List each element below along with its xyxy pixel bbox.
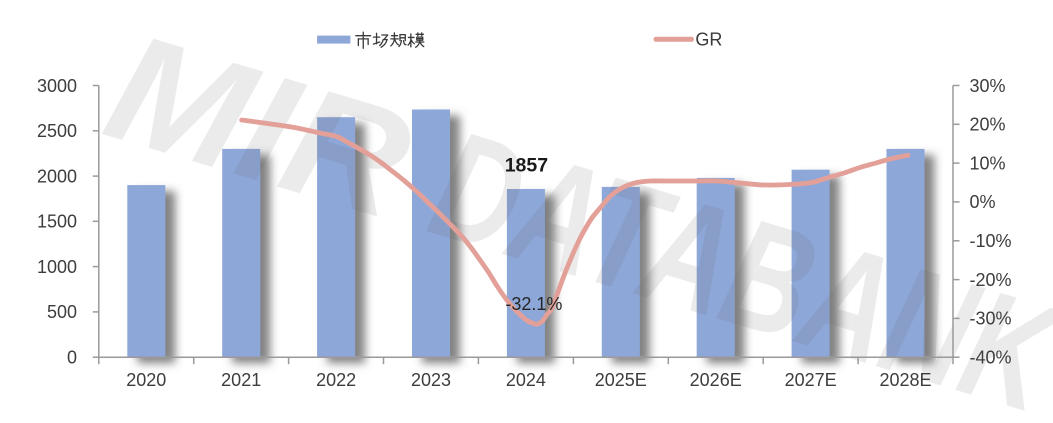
svg-text:-30%: -30% bbox=[970, 309, 1012, 329]
svg-text:GR: GR bbox=[695, 30, 722, 50]
svg-text:0: 0 bbox=[67, 348, 77, 368]
svg-text:-20%: -20% bbox=[970, 270, 1012, 290]
svg-text:2000: 2000 bbox=[37, 166, 77, 186]
svg-text:2500: 2500 bbox=[37, 121, 77, 141]
svg-text:1000: 1000 bbox=[37, 257, 77, 277]
svg-text:1857: 1857 bbox=[505, 155, 548, 177]
svg-text:2022: 2022 bbox=[316, 370, 356, 390]
svg-text:2025E: 2025E bbox=[595, 370, 647, 390]
svg-text:20%: 20% bbox=[970, 115, 1006, 135]
svg-text:2026E: 2026E bbox=[690, 370, 742, 390]
svg-text:-40%: -40% bbox=[970, 348, 1012, 368]
svg-text:2027E: 2027E bbox=[785, 370, 837, 390]
svg-text:2020: 2020 bbox=[126, 370, 166, 390]
svg-text:2024: 2024 bbox=[506, 370, 546, 390]
svg-text:10%: 10% bbox=[970, 153, 1006, 173]
svg-text:500: 500 bbox=[47, 302, 77, 322]
svg-text:2021: 2021 bbox=[221, 370, 261, 390]
svg-text:2023: 2023 bbox=[411, 370, 451, 390]
svg-text:30%: 30% bbox=[970, 76, 1006, 96]
svg-text:-32.1%: -32.1% bbox=[505, 294, 562, 314]
svg-text:-10%: -10% bbox=[970, 231, 1012, 251]
svg-text:3000: 3000 bbox=[37, 76, 77, 96]
svg-text:2028E: 2028E bbox=[879, 370, 931, 390]
svg-text:1500: 1500 bbox=[37, 212, 77, 232]
svg-text:0%: 0% bbox=[970, 192, 996, 212]
